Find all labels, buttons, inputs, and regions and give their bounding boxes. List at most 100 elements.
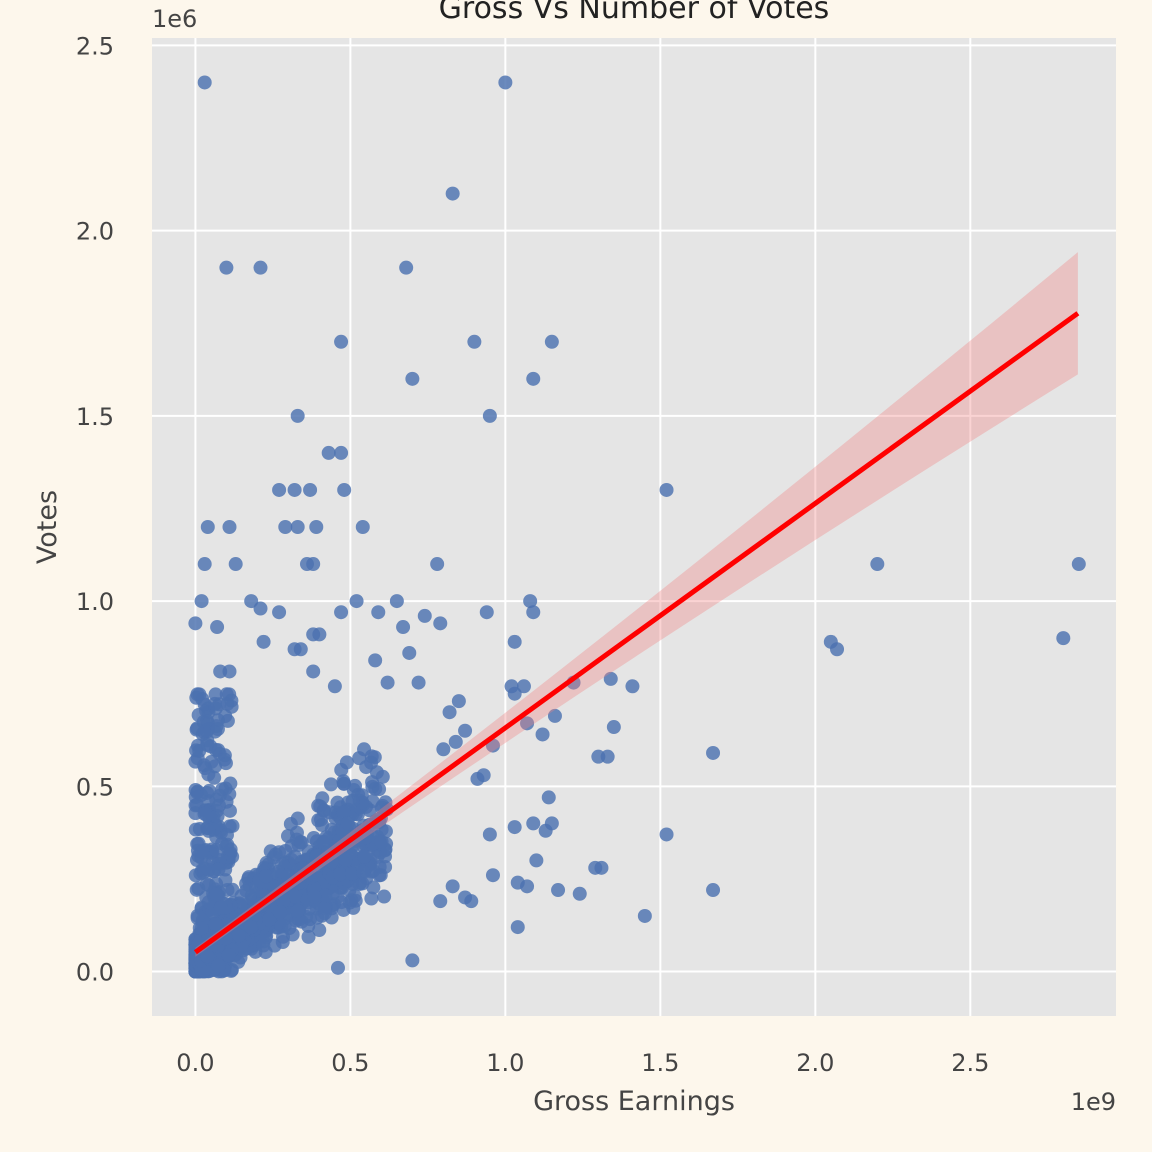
data-point <box>200 520 215 534</box>
data-point <box>371 605 386 620</box>
data-point <box>221 948 236 963</box>
data-point <box>377 889 392 904</box>
data-point <box>280 868 295 883</box>
x-tick-label: 1.0 <box>486 1049 524 1077</box>
data-point <box>213 664 228 679</box>
data-point <box>1071 557 1086 572</box>
data-point <box>288 889 303 904</box>
data-point <box>445 879 460 894</box>
grid-lines <box>152 38 1116 1016</box>
data-point <box>200 949 215 964</box>
data-point <box>706 745 721 760</box>
data-point <box>345 793 360 808</box>
data-point <box>433 616 448 631</box>
data-point <box>352 751 367 766</box>
y-tick-label: 2.5 <box>76 32 114 60</box>
data-point <box>334 334 349 349</box>
data-point <box>389 594 404 609</box>
data-point <box>330 889 345 904</box>
data-point <box>256 634 271 649</box>
data-point <box>507 686 522 701</box>
data-point <box>213 900 228 915</box>
y-offset-label: 1e6 <box>152 5 197 33</box>
data-point <box>342 895 357 910</box>
data-point <box>258 869 273 884</box>
data-point <box>375 769 390 784</box>
data-point <box>313 812 328 827</box>
data-point <box>189 882 204 897</box>
data-point <box>215 782 230 797</box>
data-point <box>201 878 216 893</box>
data-point <box>327 679 342 694</box>
data-point <box>290 408 305 423</box>
data-point <box>290 811 305 826</box>
data-point <box>217 752 232 767</box>
data-point <box>603 671 618 686</box>
data-point <box>219 827 234 842</box>
x-offset-label: 1e9 <box>1071 1088 1116 1116</box>
data-point <box>451 694 466 709</box>
data-point <box>194 844 209 859</box>
data-point <box>572 886 587 901</box>
y-tick-label: 2.0 <box>76 218 114 246</box>
x-tick-label: 0.5 <box>331 1049 369 1077</box>
data-point <box>301 929 316 944</box>
data-point <box>339 755 354 770</box>
data-point <box>526 605 541 620</box>
data-point <box>293 642 308 657</box>
data-point <box>223 842 238 857</box>
data-point <box>345 866 360 881</box>
data-point <box>189 690 204 705</box>
data-point <box>282 921 297 936</box>
data-point <box>482 408 497 423</box>
data-point <box>243 920 258 935</box>
data-point <box>288 849 303 864</box>
data-point <box>507 634 522 649</box>
data-point <box>510 920 525 935</box>
data-point <box>637 908 652 923</box>
data-point <box>307 889 322 904</box>
data-point <box>464 894 479 909</box>
data-point <box>330 960 345 975</box>
data-point <box>220 882 235 897</box>
data-points <box>188 75 1086 979</box>
data-point <box>194 594 209 609</box>
data-point <box>336 805 351 820</box>
data-point <box>222 687 237 702</box>
x-axis-label: Gross Earnings <box>533 1086 735 1117</box>
data-point <box>380 675 395 690</box>
y-tick-label: 1.0 <box>76 588 114 616</box>
data-point <box>324 777 339 792</box>
data-point <box>485 868 500 883</box>
data-point <box>430 557 445 572</box>
data-point <box>436 742 451 757</box>
data-point <box>337 482 352 497</box>
data-point <box>209 887 224 902</box>
data-point <box>433 894 448 909</box>
data-point <box>219 260 234 275</box>
data-point <box>211 862 226 877</box>
data-point <box>588 860 603 875</box>
data-point <box>222 520 237 534</box>
data-point <box>202 783 217 798</box>
data-point <box>272 482 287 497</box>
data-point <box>458 723 473 738</box>
data-point <box>228 557 243 572</box>
data-point <box>352 877 367 892</box>
data-point <box>399 260 414 275</box>
data-point <box>333 867 348 882</box>
data-point <box>467 334 482 349</box>
data-point <box>294 835 309 850</box>
data-point <box>303 482 318 497</box>
data-point <box>479 605 494 620</box>
data-point <box>231 928 246 943</box>
data-point <box>659 827 674 842</box>
data-point <box>312 923 327 938</box>
data-point <box>272 905 287 920</box>
x-axis-ticks: 0.0 0.5 1.0 1.5 2.0 2.5 <box>176 1049 989 1077</box>
data-point <box>253 260 268 275</box>
y-axis-ticks: 0.0 0.5 1.0 1.5 2.0 2.5 <box>76 32 114 986</box>
data-point <box>306 557 321 572</box>
data-point <box>207 770 222 785</box>
data-point <box>535 727 550 742</box>
